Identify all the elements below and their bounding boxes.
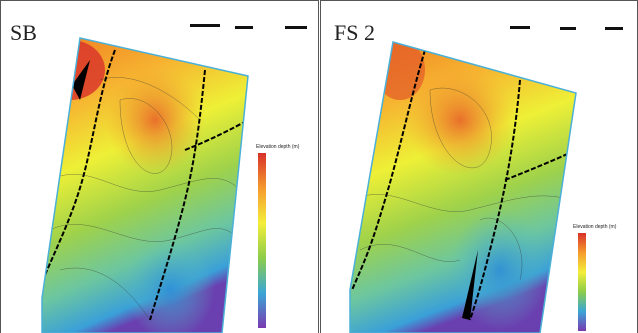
scale-bar <box>190 24 307 29</box>
panel-fs2: FS 2 Elevation depth (m) <box>321 1 638 333</box>
figure: SB Elevation depth (m) FS 2 <box>0 0 638 333</box>
panel-sb: SB Elevation depth (m) <box>1 1 319 333</box>
legend-title: Elevation depth (m) <box>256 144 300 150</box>
panel-label: FS 2 <box>334 20 375 45</box>
legend: Elevation depth (m) <box>256 144 300 328</box>
contour-map <box>35 35 250 333</box>
scale-bar <box>510 26 623 30</box>
legend-title: Elevation depth (m) <box>573 224 617 230</box>
panel-label: SB <box>10 20 37 45</box>
legend: Elevation depth (m) <box>573 224 617 331</box>
